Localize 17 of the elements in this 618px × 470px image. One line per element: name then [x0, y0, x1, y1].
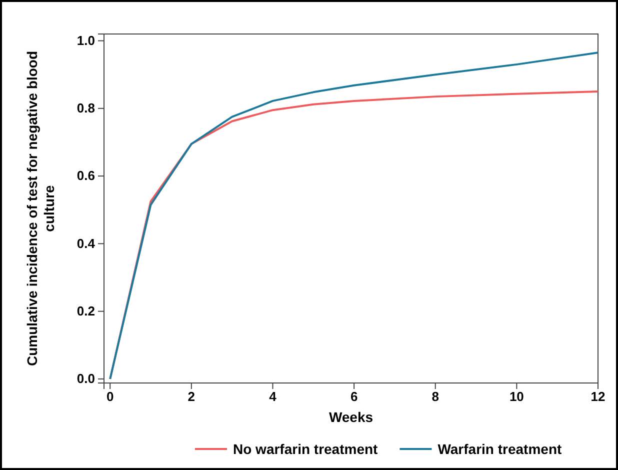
- y-tick-label: 0.0: [76, 371, 95, 386]
- y-tick-label: 1.0: [76, 32, 95, 48]
- x-tick-label: 8: [432, 389, 439, 404]
- y-tick-label: 0.6: [76, 168, 95, 184]
- legend-label: Warfarin treatment: [438, 441, 562, 457]
- x-tick-label: 10: [509, 389, 524, 404]
- x-tick-label: 12: [590, 389, 606, 404]
- y-tick-label: 0.2: [76, 303, 95, 318]
- x-tick-label: 2: [188, 389, 196, 404]
- x-tick-label: 0: [106, 389, 114, 404]
- y-tick-label: 0.8: [76, 100, 95, 116]
- y-axis-title: Cumulative incidence of test for negative blood culture: [24, 50, 57, 366]
- x-tick-label: 4: [269, 389, 278, 404]
- x-axis-title: Weeks: [328, 409, 374, 425]
- x-tick-label: 6: [350, 389, 358, 404]
- y-tick-label: 0.4: [76, 236, 96, 251]
- legend-label: No warfarin treatment: [233, 441, 378, 457]
